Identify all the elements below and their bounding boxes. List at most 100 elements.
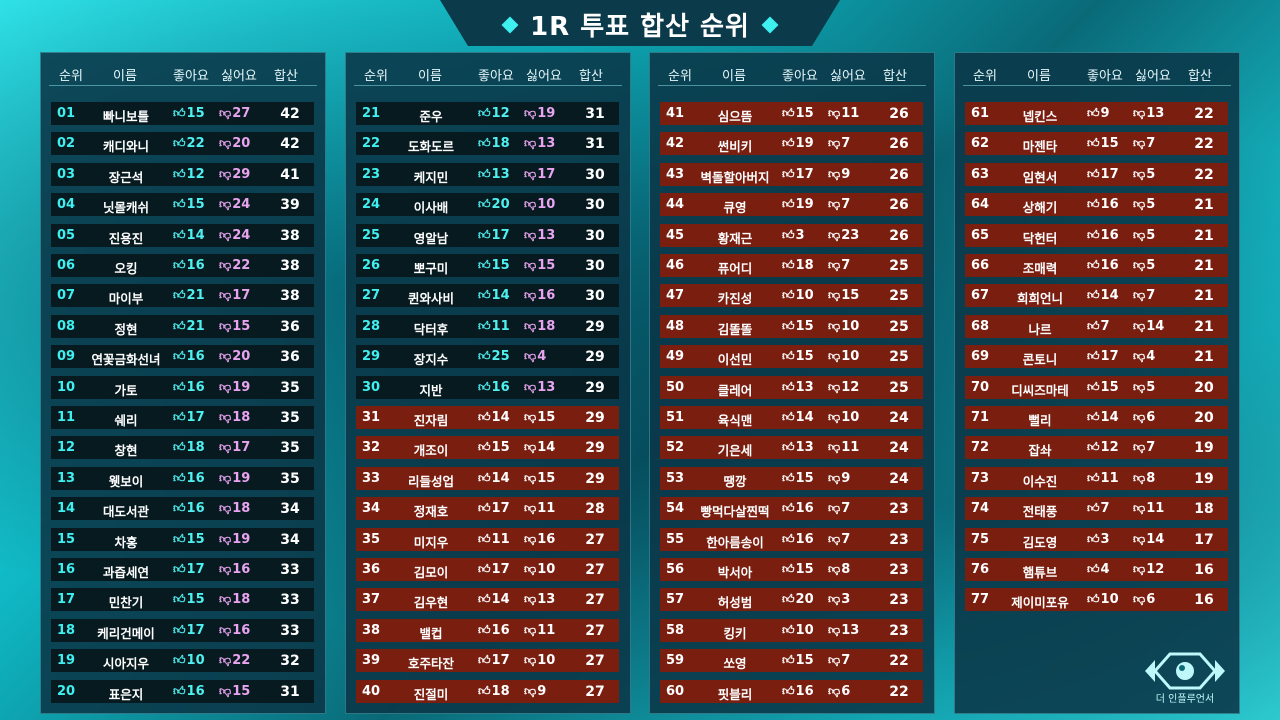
table-row: 39 호주타잔 👍︎17 👎︎10 27: [356, 649, 619, 673]
thumbs-up-icon: 👍︎: [173, 440, 186, 455]
like-count: 👍︎17: [1087, 349, 1119, 364]
header-divider: [658, 85, 926, 86]
total-score: 25: [889, 288, 909, 305]
contestant-name: 대도서관: [102, 504, 149, 520]
dislike-count: 👎︎6: [1133, 410, 1155, 425]
like-count: 👍︎17: [173, 562, 205, 577]
table-row: 42 썬비키 👍︎19 👎︎7 26: [660, 132, 923, 156]
dislike-value: 7: [841, 197, 851, 213]
dislike-count: 👎︎7: [828, 197, 850, 212]
contestant-name: 핏블리: [717, 686, 753, 702]
like-value: 17: [491, 562, 510, 577]
total-score: 34: [280, 531, 300, 548]
contestant-name: 쉐리: [114, 413, 138, 428]
table-row: 51 육식맨 👍︎14 👎︎10 24: [660, 406, 923, 429]
contestant-name: 육식맨: [717, 413, 753, 428]
dislike-value: 23: [841, 227, 860, 243]
thumbs-down-icon: 👎︎: [219, 106, 232, 120]
header-name: 이름: [113, 69, 137, 84]
header-rank: 순위: [364, 69, 388, 84]
contestant-name: 장지수: [413, 352, 449, 368]
dislike-value: 13: [537, 227, 556, 243]
contestant-name: 이사배: [413, 200, 449, 216]
rank-number: 42: [666, 136, 685, 152]
thumbs-up-icon: 👍︎: [173, 470, 186, 485]
like-value: 11: [491, 531, 510, 547]
table-row: 36 김모이 👍︎17 👎︎10 27: [356, 558, 619, 581]
like-value: 16: [1100, 227, 1119, 243]
like-value: 10: [795, 622, 814, 638]
thumbs-down-icon: 👎︎: [1133, 227, 1146, 242]
thumbs-up-icon: 👍︎: [1087, 197, 1100, 212]
total-score: 23: [889, 622, 909, 639]
rank-number: 77: [971, 592, 990, 608]
thumbs-up-icon: 👍︎: [478, 288, 491, 303]
rank-number: 67: [971, 288, 990, 304]
like-count: 👍︎20: [478, 197, 510, 212]
contestant-name: 준우: [419, 109, 443, 124]
thumbs-down-icon: 👎︎: [219, 197, 232, 212]
like-value: 11: [1100, 470, 1119, 486]
table-row: 60 핏블리 👍︎16 👎︎6 22: [660, 679, 923, 703]
like-count: 👍︎18: [478, 684, 510, 699]
thumbs-down-icon: 👎︎: [828, 592, 841, 607]
rank-number: 65: [971, 227, 990, 243]
like-value: 25: [491, 349, 510, 365]
rank-number: 22: [362, 136, 381, 152]
rank-number: 38: [362, 622, 381, 638]
dislike-count: 👎︎13: [524, 228, 555, 243]
thumbs-down-icon: 👎︎: [1133, 440, 1146, 455]
dislike-count: 👎︎10: [524, 562, 555, 577]
rank-number: 39: [362, 653, 381, 669]
like-count: 👍︎21: [173, 288, 205, 303]
dislike-value: 11: [841, 106, 860, 121]
total-score: 30: [585, 166, 605, 183]
thumbs-down-icon: 👎︎: [524, 531, 537, 546]
thumbs-down-icon: 👎︎: [524, 349, 537, 364]
thumbs-down-icon: 👎︎: [828, 470, 841, 485]
column-headers: 순위 이름 좋아요 싫어요 합산: [650, 65, 934, 85]
thumbs-down-icon: 👎︎: [524, 288, 537, 303]
contestant-name: 진용진: [108, 230, 144, 246]
like-count: 👍︎15: [1087, 136, 1119, 151]
like-value: 16: [491, 622, 510, 638]
like-value: 9: [1100, 106, 1110, 121]
dislike-value: 15: [841, 288, 860, 304]
total-score: 20: [1194, 410, 1214, 426]
thumbs-down-icon: 👎︎: [219, 592, 232, 607]
header-like: 좋아요: [1087, 69, 1123, 84]
dislike-count: 👎︎3: [828, 592, 850, 607]
rank-number: 31: [362, 410, 381, 425]
rank-number: 36: [362, 562, 381, 577]
contestant-name: 카진성: [717, 291, 753, 307]
dislike-count: 👎︎15: [219, 319, 250, 334]
dislike-value: 13: [537, 379, 556, 395]
total-score: 23: [889, 531, 909, 548]
like-value: 14: [491, 410, 510, 425]
dislike-count: 👎︎13: [1133, 106, 1164, 121]
thumbs-down-icon: 👎︎: [828, 653, 841, 668]
contestant-name: 땡깡: [723, 473, 747, 489]
contestant-name: 닥헌터: [1022, 230, 1058, 246]
dislike-count: 👎︎20: [219, 349, 250, 364]
dislike-count: 👎︎14: [524, 440, 555, 455]
thumbs-down-icon: 👎︎: [828, 136, 841, 151]
contestant-name: 상해기: [1022, 200, 1058, 216]
thumbs-up-icon: 👍︎: [173, 288, 186, 303]
dislike-count: 👎︎16: [524, 288, 555, 303]
total-score: 21: [1194, 258, 1214, 274]
total-score: 27: [585, 531, 605, 548]
header-rank: 순위: [973, 69, 997, 84]
like-count: 👍︎10: [782, 288, 814, 303]
thumbs-down-icon: 👎︎: [524, 136, 537, 151]
dislike-count: 👎︎7: [1133, 136, 1155, 151]
rank-number: 33: [362, 470, 381, 486]
like-count: 👍︎15: [782, 349, 814, 364]
thumbs-down-icon: 👎︎: [1133, 288, 1146, 303]
dislike-value: 7: [841, 136, 851, 152]
contestant-name: 기은세: [717, 443, 753, 459]
dislike-value: 19: [232, 379, 251, 395]
total-score: 31: [280, 683, 300, 700]
dislike-count: 👎︎15: [524, 471, 555, 486]
thumbs-up-icon: 👍︎: [1087, 410, 1100, 424]
